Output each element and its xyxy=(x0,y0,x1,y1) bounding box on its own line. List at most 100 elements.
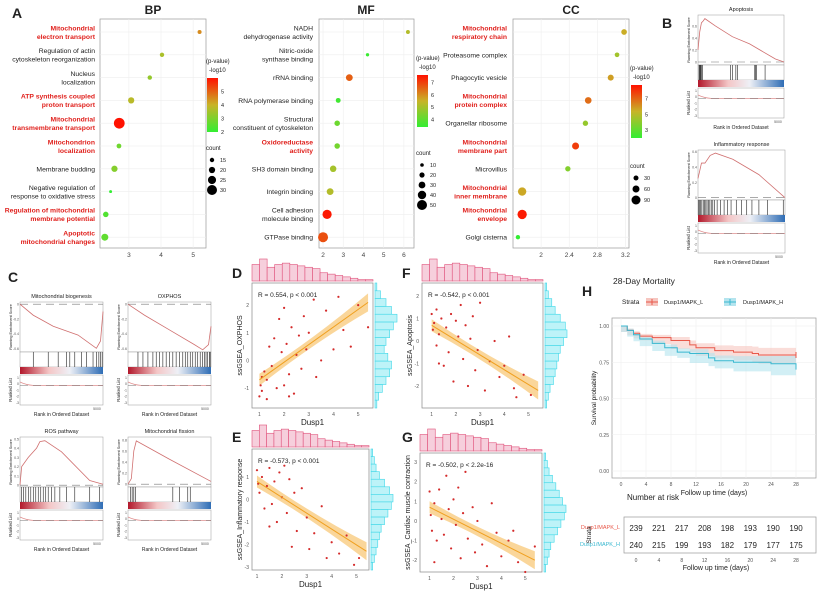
scatter-point xyxy=(462,357,465,361)
scatter-point xyxy=(338,552,341,555)
gsea-xlabel: Rank in Ordered Dataset xyxy=(34,412,90,418)
gsea-xtick: 5000 xyxy=(774,120,782,124)
right-histogram-bar xyxy=(370,516,385,525)
right-histogram-bar xyxy=(543,452,546,461)
right-histogram-bar xyxy=(544,392,549,401)
size-legend-dot xyxy=(207,185,217,195)
top-histogram-bar xyxy=(467,265,476,282)
term-label: Structural xyxy=(284,116,314,123)
top-histogram-bar xyxy=(436,266,445,282)
scatter-point xyxy=(268,525,271,528)
risk-count: 177 xyxy=(766,541,780,550)
scatter-point xyxy=(495,531,498,534)
scatter-point xyxy=(330,541,333,544)
right-histogram-bar xyxy=(543,504,567,513)
term-label: membrane part xyxy=(458,148,508,155)
colorbar xyxy=(417,75,428,127)
top-histogram-bar xyxy=(280,428,289,448)
scatter-point xyxy=(290,545,293,548)
x-tick-label: 3 xyxy=(341,252,345,259)
term-label: Regulation of mitochondrial xyxy=(5,208,95,215)
scatter-point xyxy=(483,389,487,392)
scatter-point xyxy=(464,470,467,473)
risk-y-label: Strata xyxy=(586,526,593,544)
gsea-ytick: 0.4 xyxy=(692,165,697,169)
term-dot xyxy=(109,190,113,194)
scatter-point xyxy=(474,369,477,372)
term-dot xyxy=(113,117,125,129)
gsea-rank-tick: -3 xyxy=(16,401,19,405)
scatter-point xyxy=(438,488,441,491)
scatter-point xyxy=(259,384,262,387)
km-legend-label: Dusp1/MAPK_H xyxy=(743,300,783,306)
scatter-point xyxy=(454,319,457,322)
colorbar-tick-label: 5 xyxy=(431,105,434,111)
y-axis-label: ssGSEA_OXPHOS xyxy=(237,315,244,376)
right-histogram-bar xyxy=(370,531,380,541)
correlation-annotation: R = 0.554, p < 0.001 xyxy=(258,292,318,299)
scatter-point xyxy=(300,487,303,490)
size-legend-label: 15 xyxy=(220,158,226,164)
top-histogram-bar xyxy=(317,438,326,448)
gsea-xtick: 5000 xyxy=(775,255,783,259)
gsea-es-curve xyxy=(19,303,104,349)
scatter-point xyxy=(524,570,527,574)
term-dot xyxy=(326,188,334,196)
scatter-point xyxy=(312,298,315,301)
x-tick-label: 4 xyxy=(330,574,333,580)
right-histogram-bar xyxy=(374,392,379,401)
km-x-tick: 16 xyxy=(718,482,724,488)
gsea-es-curve xyxy=(127,303,212,351)
top-histogram-bar xyxy=(324,439,333,448)
term-label: Regulation of actin xyxy=(39,48,96,55)
km-legend-title: Strata xyxy=(622,299,640,306)
right-histogram-bar xyxy=(544,360,558,370)
scatter-point xyxy=(433,561,436,564)
scatter-point xyxy=(433,321,436,325)
scatter-point xyxy=(285,511,288,515)
term-label: envelope xyxy=(478,216,508,223)
gsea-xtick: 5000 xyxy=(93,542,101,546)
gsea-ytick: 0.6 xyxy=(692,24,697,28)
scatter-point xyxy=(507,539,510,542)
right-histogram-bar xyxy=(543,527,558,536)
term-dot xyxy=(345,74,353,81)
top-histogram-bar xyxy=(332,441,341,448)
dotplot-title: BP xyxy=(145,3,162,17)
top-histogram-bar xyxy=(518,447,528,452)
km-x-tick: 8 xyxy=(670,482,673,488)
term-label: respiratory chain xyxy=(452,34,507,41)
x-tick-label: 1 xyxy=(430,412,433,418)
term-label: membrane potential xyxy=(30,216,95,223)
km-title: 28-Day Mortality xyxy=(613,276,676,286)
top-histogram-bar xyxy=(527,279,536,282)
risk-count: 175 xyxy=(789,541,803,550)
top-histogram-bar xyxy=(457,434,467,452)
x-axis-label: Dusp1 xyxy=(469,582,493,591)
gsea-es-curve xyxy=(19,440,104,486)
risk-count: 198 xyxy=(721,524,735,533)
y-tick-label: 1 xyxy=(246,331,249,337)
size-legend-label: 30 xyxy=(430,183,436,189)
risk-count: 240 xyxy=(629,541,643,550)
gsea-rank-tick: -3 xyxy=(124,536,127,540)
colorbar xyxy=(207,78,218,132)
size-legend-dot xyxy=(417,200,427,210)
risk-x-tick: 24 xyxy=(770,558,776,564)
scatter-point xyxy=(260,475,264,479)
top-histogram-bar xyxy=(474,266,483,282)
km-legend-label: Dusp1/MAPK_L xyxy=(664,300,703,306)
gsea-rank-gradient xyxy=(698,80,784,87)
term-label: Nitric-oxide xyxy=(279,48,313,55)
gsea-ylabel-ranked: Ranked List xyxy=(116,377,121,402)
risk-count: 182 xyxy=(721,541,735,550)
term-label: activity xyxy=(290,148,314,155)
term-label: GTPase binding xyxy=(264,235,313,242)
scatter-point xyxy=(471,315,474,318)
scatter-point xyxy=(449,547,453,550)
top-histogram-bar xyxy=(442,434,451,452)
gsea-ytick: 0.4 xyxy=(14,447,19,451)
scatter-point xyxy=(490,502,493,505)
km-x-tick: 28 xyxy=(793,482,799,488)
scatter-point xyxy=(512,529,515,532)
